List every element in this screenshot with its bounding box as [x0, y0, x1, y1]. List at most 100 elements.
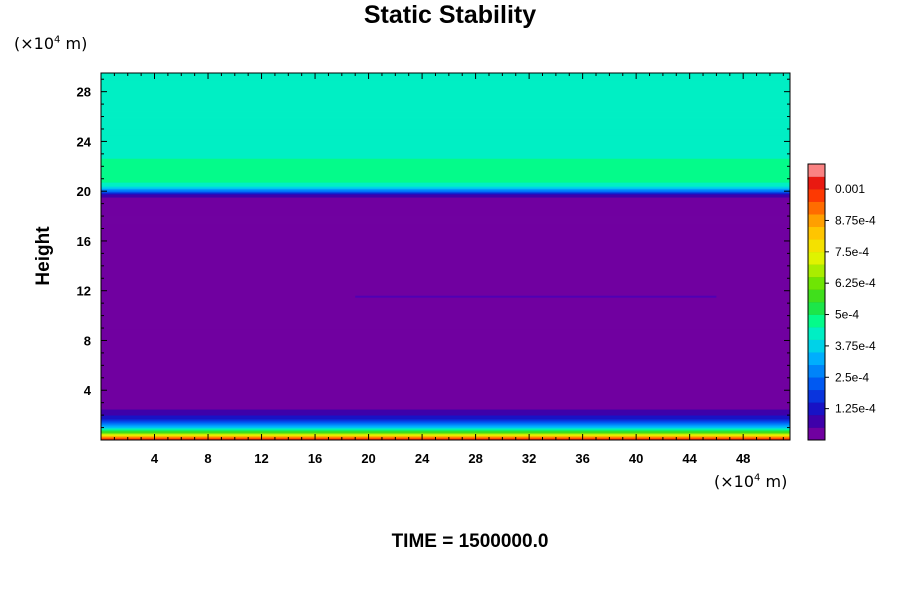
x-axis: 4 8 12 16 20 24 28 32 36 40 44 48: [113, 73, 784, 466]
heatmap-band: [101, 326, 790, 328]
heatmap-band: [101, 197, 790, 199]
heatmap-band: [101, 351, 790, 353]
y-tick-label: 20: [77, 184, 91, 199]
heatmap-band: [101, 152, 790, 154]
heatmap-band: [101, 380, 790, 382]
colorbar-label: 1.25e-4: [835, 402, 876, 416]
heatmap-band: [101, 372, 790, 374]
heatmap-band: [101, 172, 790, 174]
heatmap-band: [101, 360, 790, 362]
heatmap-band: [101, 164, 790, 166]
heatmap-band: [101, 281, 790, 284]
heatmap-band: [101, 320, 790, 322]
heatmap-band: [101, 340, 790, 342]
heatmap-band: [101, 339, 790, 341]
colorbar-label: 6.25e-4: [835, 276, 876, 290]
heatmap-band: [101, 293, 790, 296]
heatmap-band: [101, 219, 790, 221]
heatmap-band: [101, 421, 790, 423]
heatmap-band: [101, 332, 790, 334]
heatmap-band: [101, 428, 790, 430]
heatmap-band: [101, 262, 790, 265]
heatmap-band: [101, 310, 790, 313]
heatmap-band: [101, 435, 790, 437]
colorbar-swatch: [808, 201, 825, 215]
x-tick-label: 16: [308, 451, 322, 466]
heatmap-band: [101, 409, 790, 411]
heatmap-band: [101, 246, 790, 249]
heatmap-band: [101, 95, 790, 98]
heatmap-band: [101, 199, 790, 201]
heatmap-band: [101, 155, 790, 157]
heatmap-band: [101, 391, 790, 393]
heatmap-band: [101, 402, 790, 404]
heatmap-band: [101, 251, 790, 254]
heatmap-band: [101, 130, 790, 132]
heatmap-band: [101, 327, 790, 329]
heatmap-band: [101, 149, 790, 151]
heatmap-band: [101, 218, 790, 220]
heatmap-band: [101, 349, 790, 351]
heatmap-band: [101, 419, 790, 421]
heatmap-band: [101, 138, 790, 140]
heatmap-band: [101, 83, 790, 86]
heatmap-band: [101, 261, 790, 264]
heatmap-band: [101, 377, 790, 379]
heatmap-band: [101, 113, 790, 115]
heatmap-band: [101, 191, 790, 193]
x-tick-label: 24: [415, 451, 430, 466]
heatmap-band: [101, 255, 790, 258]
heatmap-band: [101, 381, 790, 383]
heatmap-band: [101, 365, 790, 367]
heatmap-band: [101, 316, 790, 318]
heatmap-band: [101, 196, 790, 198]
heatmap-band: [101, 221, 790, 223]
heatmap-band: [101, 338, 790, 340]
heatmap-band: [101, 97, 790, 100]
heatmap-band: [101, 304, 790, 307]
heatmap-band: [101, 193, 790, 195]
heatmap-band: [101, 390, 790, 392]
colorbar-frame: [807, 163, 826, 441]
heatmap-band: [101, 352, 790, 354]
heatmap-band: [101, 244, 790, 247]
heatmap-band: [101, 359, 790, 361]
heatmap-band: [101, 216, 790, 218]
heatmap-band: [101, 399, 790, 401]
heatmap-band: [101, 73, 790, 75]
heatmap-band: [101, 433, 790, 435]
heatmap-band: [101, 167, 790, 169]
heatmap-band: [101, 362, 790, 364]
heatmap-band: [101, 276, 790, 279]
colorbar-swatch: [808, 189, 825, 202]
heatmap-band: [101, 417, 790, 419]
heatmap-band: [101, 347, 790, 349]
colorbar-swatch: [808, 289, 825, 303]
x-tick-label: 48: [736, 451, 750, 466]
heatmap-band: [101, 277, 790, 280]
colorbar-swatch: [808, 176, 825, 190]
heatmap-band: [101, 175, 790, 177]
heatmap-band: [101, 169, 790, 171]
heatmap-band: [101, 398, 790, 400]
heatmap-band: [101, 330, 790, 332]
heatmap-band: [101, 126, 790, 128]
heatmap-band: [101, 182, 790, 184]
heatmap-band: [101, 325, 790, 327]
heatmap-band: [101, 335, 790, 337]
heatmap-band: [101, 125, 790, 127]
heatmap-band: [101, 128, 790, 130]
heatmap-band: [101, 73, 790, 76]
heatmap-band: [101, 247, 790, 250]
heatmap-band: [101, 80, 790, 83]
heatmap-band: [101, 287, 790, 290]
heatmap-band: [101, 426, 790, 428]
heatmap-band: [101, 420, 790, 422]
heatmap-band: [101, 129, 790, 131]
heatmap-band: [101, 157, 790, 159]
heatmap-band: [101, 121, 790, 123]
heatmap-band: [101, 153, 790, 155]
y-tick-label: 8: [84, 333, 91, 348]
heatmap-band: [101, 256, 790, 259]
heatmap-band: [101, 308, 790, 311]
